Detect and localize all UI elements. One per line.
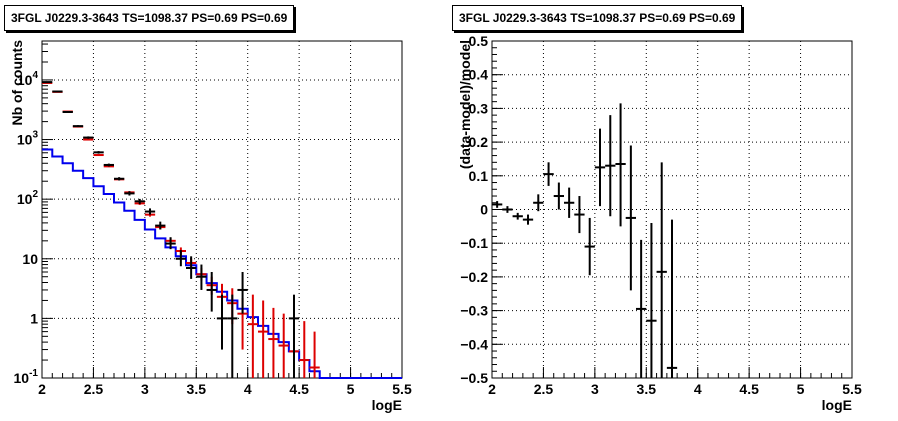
counts-ytick-exponent: -1 [29,368,38,379]
counts-xtick-label: 5 [347,381,355,397]
residuals-ytick-label: −0.1 [460,235,488,251]
residuals-xtick-label: 4.5 [739,381,759,397]
counts-plot-ylabel: Nb of counts [9,40,25,126]
counts-ytick-label: 10-1 [14,368,39,386]
residuals-ytick-label: 0.1 [469,168,489,184]
residuals-ytick-label: −0.5 [460,370,488,386]
residuals-ytick-label: −0.3 [460,303,488,319]
residuals-ytick-label: 0 [480,202,488,218]
residuals-xtick-label: 3.5 [637,381,657,397]
counts-ytick-label: 10 [22,251,38,267]
counts-ytick-exponent: 4 [32,70,38,81]
counts-ytick-exponent: 2 [32,189,38,200]
residuals-xtick-label: 5 [797,381,805,397]
counts-plot-title: 3FGL J0229.3-3643 TS=1098.37 PS=0.69 PS=… [4,5,295,31]
counts-ytick-exponent: 3 [32,130,38,141]
counts-xtick-label: 2.5 [84,381,104,397]
residuals-ytick-label: 0.3 [469,100,489,116]
counts-xtick-label: 5.5 [392,381,412,397]
residuals-plot-title: 3FGL J0229.3-3643 TS=1098.37 PS=0.69 PS=… [452,5,743,31]
counts-xtick-label: 4 [244,381,252,397]
residuals-xtick-label: 3 [591,381,599,397]
residuals-xtick-label: 4 [694,381,702,397]
counts-xtick-label: 4.5 [289,381,309,397]
residuals-ytick-label: −0.4 [460,336,488,352]
residuals-xtick-label: 2.5 [534,381,554,397]
counts-xtick-label: 2 [38,381,46,397]
counts-plot-xlabel: logE [372,397,402,413]
residuals-ytick-label: 0.4 [469,67,489,83]
counts-xtick-label: 3.5 [187,381,207,397]
counts-model-source-line [42,148,402,379]
counts-ytick-label: 1 [30,310,38,326]
residuals-plot-xlabel: logE [822,397,852,413]
counts-ytick-label: 103 [17,130,39,148]
residuals-ytick-label: −0.2 [460,269,488,285]
residuals-plot: 2 2.5 3 3.5 4 4.5 5 5.5 −0.5 −0.4 −0.3 −0.2 −0.1 0 0.1… [460,33,862,397]
residuals-plot-ylabel: (data-model)/model [457,40,473,169]
residuals-ytick-label: 0.5 [469,33,489,49]
counts-xtick-label: 3 [141,381,149,397]
residuals-xtick-label: 2 [488,381,496,397]
residuals-xtick-label: 5.5 [842,381,862,397]
counts-ytick-label: 102 [17,189,39,207]
residuals-ytick-label: 0.2 [469,134,489,150]
